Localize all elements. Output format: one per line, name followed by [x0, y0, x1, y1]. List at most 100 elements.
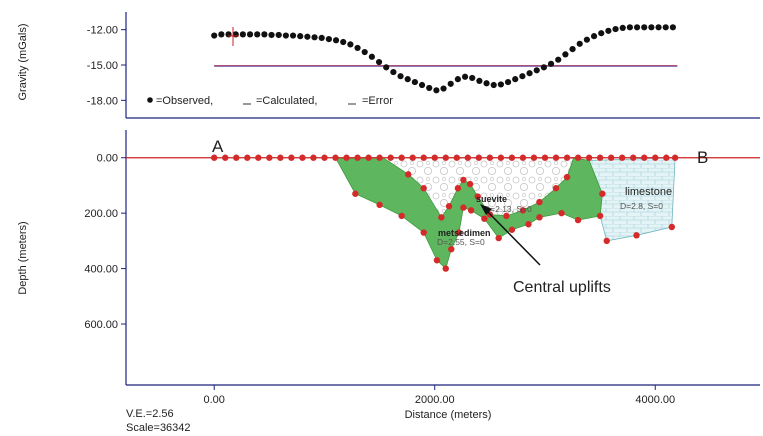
model-vertex — [354, 154, 361, 161]
model-vertex — [671, 154, 679, 161]
observed-point — [254, 31, 261, 38]
model-vertex — [563, 154, 571, 161]
model-vertex — [652, 154, 659, 161]
depth-y-tick-label: 600.00 — [84, 319, 118, 331]
gravity-y-tick-label: -12.00 — [87, 25, 118, 37]
observed-point — [390, 68, 397, 76]
observed-point — [569, 46, 576, 53]
model-vertex — [641, 154, 648, 161]
annotation-text: Central uplifts — [513, 279, 611, 296]
model-vertex — [420, 229, 427, 236]
model-vertex — [541, 154, 549, 161]
model-vertex — [453, 154, 460, 161]
observed-point — [325, 35, 332, 43]
model-vertex — [398, 212, 405, 220]
observed-point — [440, 85, 447, 92]
gravity-y-tick-label: -15.00 — [87, 60, 118, 72]
observed-point — [318, 34, 325, 42]
observed-point — [641, 24, 648, 31]
observed-point — [655, 24, 662, 31]
observed-point — [590, 33, 598, 40]
model-vertex — [474, 193, 481, 200]
observed-point — [218, 31, 225, 38]
model-vertex — [310, 154, 317, 161]
model-vertex — [454, 185, 462, 192]
observed-point — [497, 81, 504, 88]
profile-start-label: A — [212, 137, 224, 156]
observed-point — [547, 60, 555, 67]
depth-y-axis-label: Depth (meters) — [17, 221, 29, 294]
observed-point — [540, 64, 547, 71]
model-vertex — [464, 154, 472, 161]
observed-point — [669, 24, 676, 31]
model-vertex — [277, 154, 284, 161]
model-vertex — [420, 154, 427, 161]
model-vertex — [343, 154, 350, 161]
gravity-y-tick-label: -18.00 — [87, 95, 118, 107]
model-vertex — [508, 226, 516, 233]
observed-point — [211, 32, 218, 39]
observed-point — [662, 24, 669, 31]
metsedimen-label: metsedimen — [438, 228, 491, 238]
model-vertex — [460, 176, 467, 184]
observed-point — [304, 33, 311, 40]
depth-y-tick-label: 400.00 — [84, 264, 118, 276]
model-vertex — [633, 232, 640, 239]
observed-point — [282, 32, 289, 39]
observed-point — [526, 70, 533, 77]
observed-point — [239, 31, 246, 38]
model-vertex — [574, 216, 582, 224]
model-vertex — [405, 171, 412, 178]
depth-x-tick-label: 4000.00 — [635, 394, 675, 406]
model-vertex — [455, 229, 463, 236]
observed-point — [454, 76, 461, 83]
depth-y-ticks: 0.00 200.00 400.00 600.00 — [84, 153, 126, 331]
observed-point — [375, 58, 383, 66]
model-vertices — [211, 154, 679, 272]
depth-x-axis-label: Distance (meters) — [405, 409, 492, 421]
observed-point — [289, 32, 297, 39]
model-vertex — [525, 221, 532, 228]
depth-y-tick-label: 0.00 — [97, 153, 118, 165]
model-vertex — [255, 154, 262, 161]
model-vertex — [448, 245, 455, 253]
observed-point — [368, 53, 375, 60]
limestone-label: limestone — [625, 186, 672, 198]
model-vertex — [244, 154, 251, 161]
observed-point — [354, 44, 361, 52]
observed-point — [297, 33, 304, 40]
observed-point — [519, 73, 526, 80]
model-vertex — [536, 214, 543, 221]
model-vertex — [630, 154, 637, 161]
observed-points — [211, 24, 676, 94]
depth-x-tick-label: 0.00 — [203, 394, 224, 406]
gravity-panel: -12.00 -15.00 -18.00 Gravity (mGals) =Obse… — [17, 12, 760, 119]
observed-point — [562, 51, 569, 58]
observed-point — [275, 31, 282, 39]
observed-point — [311, 34, 318, 41]
observed-point — [433, 87, 440, 94]
model-vertex — [233, 154, 240, 161]
observed-point — [461, 73, 469, 80]
annotation-arrow — [485, 209, 541, 266]
observed-point — [504, 78, 512, 86]
observed-point — [469, 74, 476, 82]
observed-point — [232, 31, 239, 38]
model-vertex — [596, 212, 604, 220]
observed-point — [383, 64, 390, 71]
model-vertex — [552, 154, 560, 161]
model-vertex — [607, 154, 615, 161]
profile-end-label: B — [697, 148, 708, 167]
model-vertex — [266, 154, 273, 161]
legend-observed-marker — [147, 97, 153, 103]
observed-point — [512, 76, 519, 83]
model-vertex — [288, 154, 295, 161]
depth-y-tick-label: 200.00 — [84, 208, 118, 220]
model-vertex — [460, 204, 467, 211]
model-vertex — [352, 190, 359, 197]
observed-point — [483, 80, 490, 87]
model-vertex — [603, 237, 610, 245]
model-vertex — [466, 180, 474, 188]
central-uplifts-annotation: Central uplifts — [480, 204, 611, 296]
